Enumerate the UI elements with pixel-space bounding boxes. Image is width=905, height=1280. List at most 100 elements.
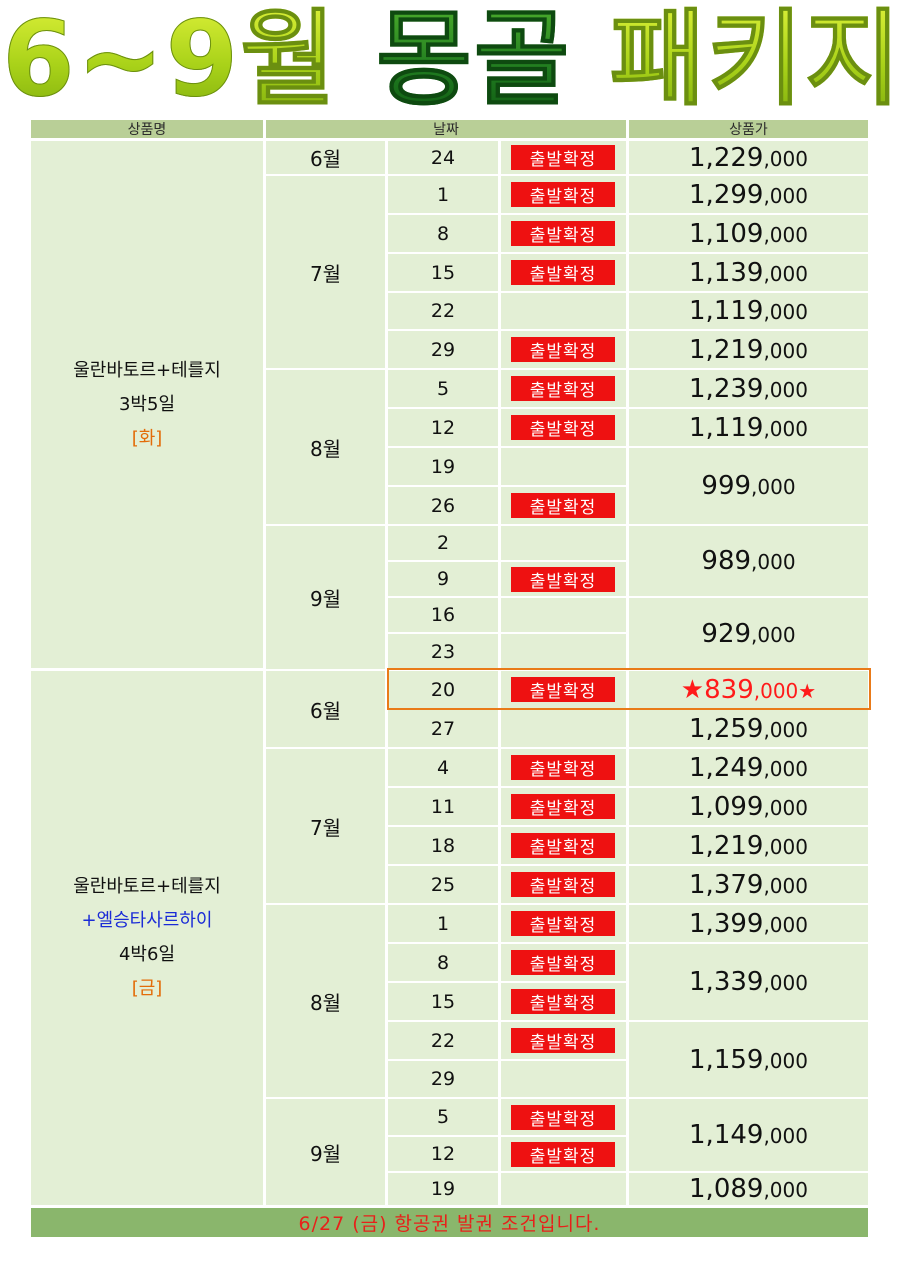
confirmed-badge: 출발확정: [511, 950, 615, 975]
product-route-extra: +엘승타사르하이: [81, 910, 213, 931]
price-value: 1,159,000: [689, 1045, 808, 1075]
price-cell: ★839,000★: [629, 671, 868, 708]
departure-day: 5: [388, 370, 498, 407]
confirmed-badge: 출발확정: [511, 1105, 615, 1130]
price-tail: ,000: [763, 834, 808, 859]
price-cell: 1,119,000: [629, 409, 868, 446]
price-tail: ,000: [763, 912, 808, 937]
product-duration: 3박5일: [118, 393, 176, 415]
departure-day: 9: [388, 562, 498, 596]
price-main: 1,109: [689, 218, 764, 249]
price-tail: ,000: [763, 971, 808, 995]
price-value: 1,119,000: [689, 296, 808, 326]
price-cell: 1,299,000: [629, 176, 868, 213]
price-value: 1,339,000: [689, 967, 808, 997]
confirmed-badge: 출발확정: [511, 989, 615, 1014]
price-main: 1,149: [689, 1120, 764, 1150]
product-3n5d: 울란바토르+테를지 3박5일 [화]: [31, 141, 263, 668]
price-cell: 1,249,000: [629, 749, 868, 786]
confirmed-badge: 출발확정: [511, 182, 615, 207]
status-cell: 출발확정: [501, 176, 626, 213]
status-cell: 출발확정: [501, 331, 626, 368]
confirmed-badge: 출발확정: [511, 337, 615, 362]
price-value: 1,109,000: [689, 219, 808, 249]
status-cell: 출발확정: [501, 671, 626, 708]
status-cell: 출발확정: [501, 1137, 626, 1171]
price-cell: 989,000: [629, 526, 868, 596]
product-duration: 4박6일: [118, 944, 176, 965]
status-cell: [501, 598, 626, 632]
confirmed-badge: 출발확정: [511, 794, 615, 819]
departure-day: 2: [388, 526, 498, 560]
price-cell: 1,219,000: [629, 827, 868, 864]
price-value: 1,089,000: [689, 1174, 808, 1204]
month-cell: 8월: [266, 370, 385, 524]
price-cell: 1,219,000: [629, 331, 868, 368]
title-months: 6~9월: [2, 0, 338, 120]
confirmed-badge: 출발확정: [511, 755, 615, 780]
status-cell: 출발확정: [501, 409, 626, 446]
confirmed-badge: 출발확정: [511, 493, 615, 518]
price-value: 1,259,000: [689, 714, 808, 744]
month-cell: 8월: [266, 905, 385, 1097]
price-cell: 1,399,000: [629, 905, 868, 942]
departure-day: 22: [388, 293, 498, 329]
departure-day: 15: [388, 983, 498, 1020]
status-cell: [501, 1061, 626, 1097]
price-cell: 1,339,000: [629, 944, 868, 1020]
confirmed-badge: 출발확정: [511, 221, 615, 246]
confirmed-badge: 출발확정: [511, 145, 615, 170]
price-main: 1,089: [689, 1174, 764, 1204]
price-cell: 1,139,000: [629, 254, 868, 291]
price-main: 1,229: [689, 142, 764, 173]
header-date: 날짜: [266, 120, 626, 138]
price-main: 1,239: [689, 373, 764, 404]
confirmed-badge: 출발확정: [511, 567, 615, 592]
status-cell: 출발확정: [501, 141, 626, 174]
price-tail: ,000: [751, 622, 796, 647]
price-value: 999,000: [701, 471, 795, 501]
status-cell: [501, 293, 626, 329]
price-tail: ,000: [763, 377, 808, 402]
month-cell: 9월: [266, 526, 385, 669]
departure-day: 8: [388, 944, 498, 981]
product-departure-day: [금]: [131, 978, 163, 999]
price-tail: ,000: [763, 756, 808, 781]
status-cell: 출발확정: [501, 983, 626, 1020]
status-cell: 출발확정: [501, 487, 626, 524]
title-destination: 몽골: [376, 0, 572, 120]
departure-day: 18: [388, 827, 498, 864]
price-cell: 1,239,000: [629, 370, 868, 407]
price-main: 1,119: [689, 412, 764, 443]
page-title: 6~9월 몽골 패키지: [0, 0, 905, 120]
month-cell: 7월: [266, 749, 385, 903]
status-cell: 출발확정: [501, 788, 626, 825]
price-cell: 1,149,000: [629, 1099, 868, 1171]
status-cell: [501, 710, 626, 747]
price-tail: ,000: [763, 300, 808, 324]
price-value: 1,149,000: [689, 1120, 808, 1150]
month-cell: 6월: [266, 671, 385, 747]
status-cell: 출발확정: [501, 944, 626, 981]
price-tail: ,000: [751, 475, 796, 499]
price-value: 1,299,000: [689, 180, 808, 210]
price-main: 1,399: [689, 908, 764, 939]
price-value: 1,099,000: [689, 792, 808, 822]
price-tail: ,000: [763, 873, 808, 898]
price-tail: ,000: [763, 1048, 808, 1073]
status-cell: [501, 634, 626, 669]
departure-day: 20: [388, 671, 498, 708]
header-price: 상품가: [629, 120, 868, 138]
status-cell: 출발확정: [501, 370, 626, 407]
price-tail: ,000: [763, 1178, 808, 1202]
price-tail: ,000: [751, 550, 796, 574]
price-tail: ,000: [763, 795, 808, 820]
departure-day: 5: [388, 1099, 498, 1135]
price-cell: 1,109,000: [629, 215, 868, 252]
departure-day: 26: [388, 487, 498, 524]
departure-day: 27: [388, 710, 498, 747]
title-package: 패키지: [609, 0, 903, 120]
price-tail: ,000: [763, 146, 808, 171]
departure-day: 12: [388, 1137, 498, 1171]
price-tail: ,000: [763, 183, 808, 208]
